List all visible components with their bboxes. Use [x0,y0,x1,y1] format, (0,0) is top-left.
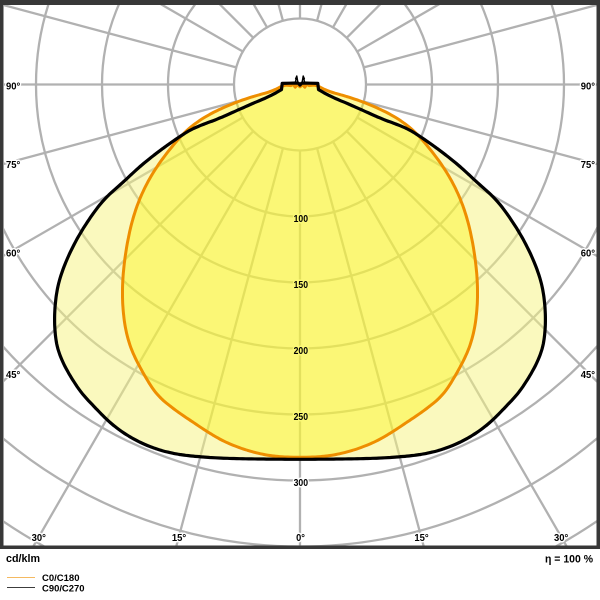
svg-text:0°: 0° [296,532,305,544]
svg-text:30°: 30° [554,532,568,544]
svg-text:45°: 45° [581,369,595,381]
svg-text:60°: 60° [6,248,20,260]
svg-text:15°: 15° [414,532,428,544]
svg-text:150: 150 [294,280,309,291]
svg-text:60°: 60° [581,248,595,260]
svg-text:C90/C270: C90/C270 [42,584,85,595]
svg-text:75°: 75° [581,159,595,171]
svg-text:300: 300 [294,478,309,489]
svg-text:250: 250 [294,412,309,423]
svg-text:200: 200 [294,346,309,357]
svg-text:15°: 15° [172,532,186,544]
svg-text:cd/klm: cd/klm [6,553,40,565]
svg-text:90°: 90° [581,80,595,92]
svg-text:45°: 45° [6,369,20,381]
svg-text:100: 100 [294,214,309,225]
svg-text:30°: 30° [32,532,46,544]
svg-text:η = 100 %: η = 100 % [545,554,593,566]
svg-text:C0/C180: C0/C180 [42,573,80,584]
svg-text:75°: 75° [6,159,20,171]
svg-text:90°: 90° [6,80,20,92]
